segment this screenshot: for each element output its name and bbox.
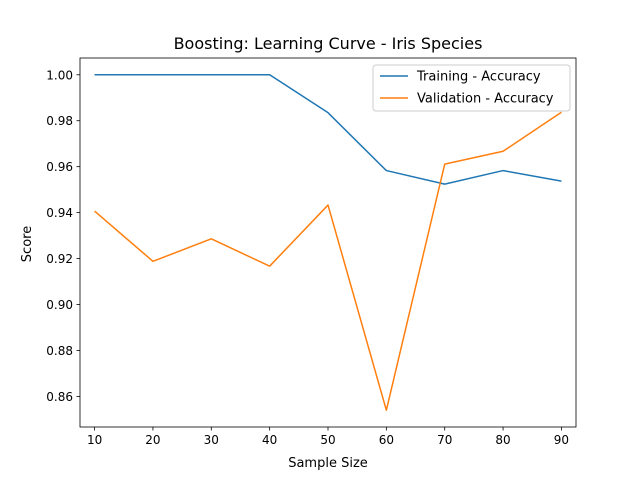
x-tick-label: 30 xyxy=(204,433,219,447)
y-tick-label: 1.00 xyxy=(46,68,73,82)
y-tick-label: 0.86 xyxy=(46,390,73,404)
x-axis-label: Sample Size xyxy=(288,456,368,471)
y-tick-label: 0.90 xyxy=(46,298,73,312)
legend-label-0: Training - Accuracy xyxy=(416,70,541,85)
y-tick-label: 0.92 xyxy=(46,252,73,266)
x-tick-label: 90 xyxy=(554,433,569,447)
chart-title: Boosting: Learning Curve - Iris Species xyxy=(174,34,483,53)
x-tick-label: 80 xyxy=(495,433,510,447)
y-tick-label: 0.94 xyxy=(46,206,73,220)
x-tick-label: 10 xyxy=(87,433,102,447)
x-tick-label: 20 xyxy=(145,433,160,447)
y-tick-label: 0.88 xyxy=(46,344,73,358)
x-tick-label: 50 xyxy=(320,433,335,447)
x-tick-label: 40 xyxy=(262,433,277,447)
x-tick-label: 60 xyxy=(379,433,394,447)
y-tick-label: 0.96 xyxy=(46,160,73,174)
legend: Training - Accuracy Validation - Accuracy xyxy=(373,65,570,111)
legend-label-1: Validation - Accuracy xyxy=(417,92,554,107)
x-tick-label: 70 xyxy=(437,433,452,447)
y-tick-label: 0.98 xyxy=(46,114,73,128)
y-axis-label: Score xyxy=(20,226,35,262)
